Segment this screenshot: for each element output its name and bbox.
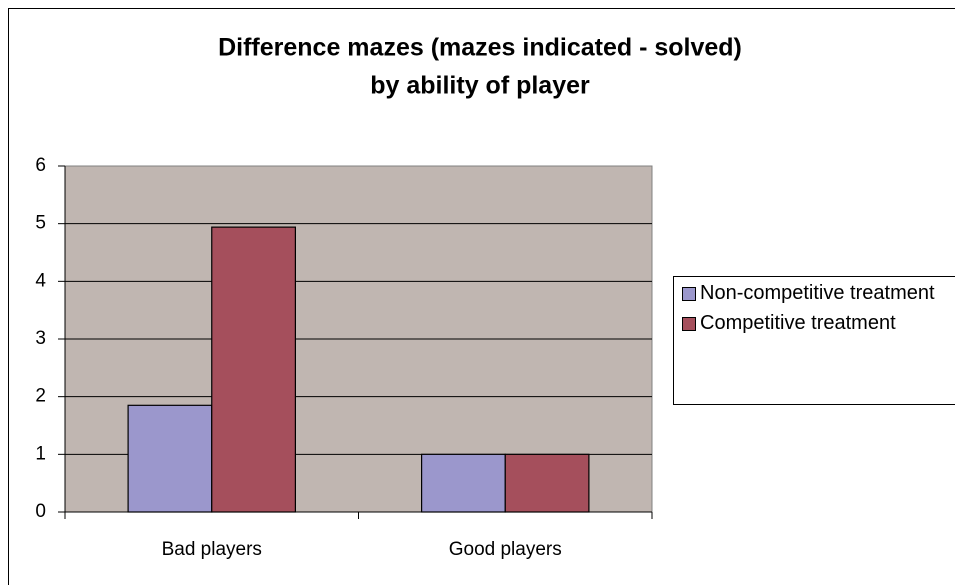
legend-swatch — [682, 287, 696, 301]
chart-title: Difference mazes (mazes indicated - solv… — [218, 34, 742, 62]
y-tick-label: 5 — [35, 213, 46, 234]
legend-item: Non-competitive treatment — [682, 282, 955, 304]
legend-swatch — [682, 317, 696, 331]
y-tick-label: 4 — [35, 270, 46, 291]
bar — [127, 404, 213, 513]
bar — [421, 453, 506, 513]
x-tick-label: Good players — [449, 539, 562, 560]
bar — [211, 226, 296, 513]
legend-label: Competitive treatment — [700, 312, 896, 334]
y-tick-label: 6 — [35, 155, 46, 176]
legend: Non-competitive treatment Competitive tre… — [673, 276, 955, 405]
y-tick-label: 3 — [35, 328, 46, 349]
legend-item: Competitive treatment — [682, 312, 955, 334]
chart-title: by ability of player — [370, 72, 590, 100]
x-tick-label: Bad players — [162, 539, 262, 560]
y-tick-label: 2 — [35, 386, 46, 407]
legend-label: Non-competitive treatment — [700, 282, 935, 304]
bar — [504, 453, 590, 513]
y-tick-label: 0 — [35, 501, 46, 522]
y-tick-label: 1 — [35, 443, 46, 464]
